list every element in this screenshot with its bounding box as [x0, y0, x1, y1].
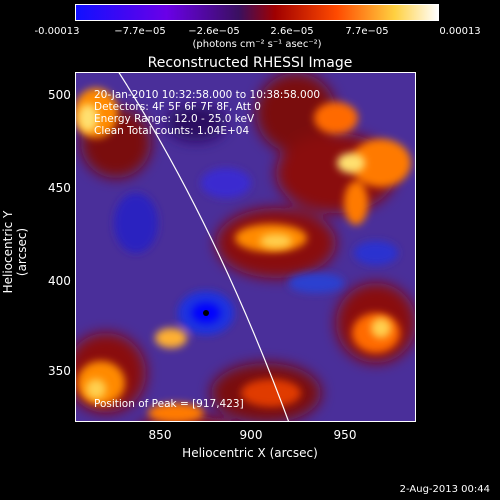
x-tick-label: 850	[148, 428, 172, 442]
colorbar	[75, 4, 439, 21]
x-axis-label: Heliocentric X (arcsec)	[182, 446, 318, 460]
x-tick-label: 900	[239, 428, 263, 442]
colorbar-tick: 7.7e−05	[345, 26, 389, 37]
reconstructed-image-map	[76, 73, 415, 421]
colorbar-tick: 2.6e−05	[270, 26, 314, 37]
peak-marker	[203, 310, 209, 316]
y-tick-label: 450	[48, 181, 71, 195]
image-title: Reconstructed RHESSI Image	[147, 55, 353, 71]
rhessi-image: 20-Jan-2010 10:32:58.000 to 10:38:58.000…	[75, 72, 416, 422]
detectors-label: Detectors: 4F 5F 6F 7F 8F, Att 0	[94, 101, 261, 113]
colorbar-tick: -0.00013	[34, 26, 80, 37]
solar-limb-line	[118, 73, 290, 421]
date-stamp: 2-Aug-2013 00:44	[399, 484, 490, 495]
x-tick-label: 950	[333, 428, 357, 442]
colorbar-tick: −7.7e−05	[114, 26, 166, 37]
clean-counts-label: Clean Total counts: 1.04E+04	[94, 125, 250, 137]
colorbar-unit: (photons cm⁻² s⁻¹ asec⁻²)	[192, 39, 322, 50]
colorbar-tick: 0.00013	[439, 26, 481, 37]
y-tick-label: 500	[48, 88, 71, 102]
y-axis-label: Heliocentric Y (arcsec)	[1, 210, 29, 294]
colorbar-tick: −2.6e−05	[188, 26, 240, 37]
peak-position-label: Position of Peak = [917,423]	[94, 398, 244, 410]
y-tick-label: 350	[48, 364, 71, 378]
time-range-label: 20-Jan-2010 10:32:58.000 to 10:38:58.000	[94, 89, 321, 101]
energy-range-label: Energy Range: 12.0 - 25.0 keV	[94, 113, 255, 125]
y-tick-label: 400	[48, 274, 71, 288]
